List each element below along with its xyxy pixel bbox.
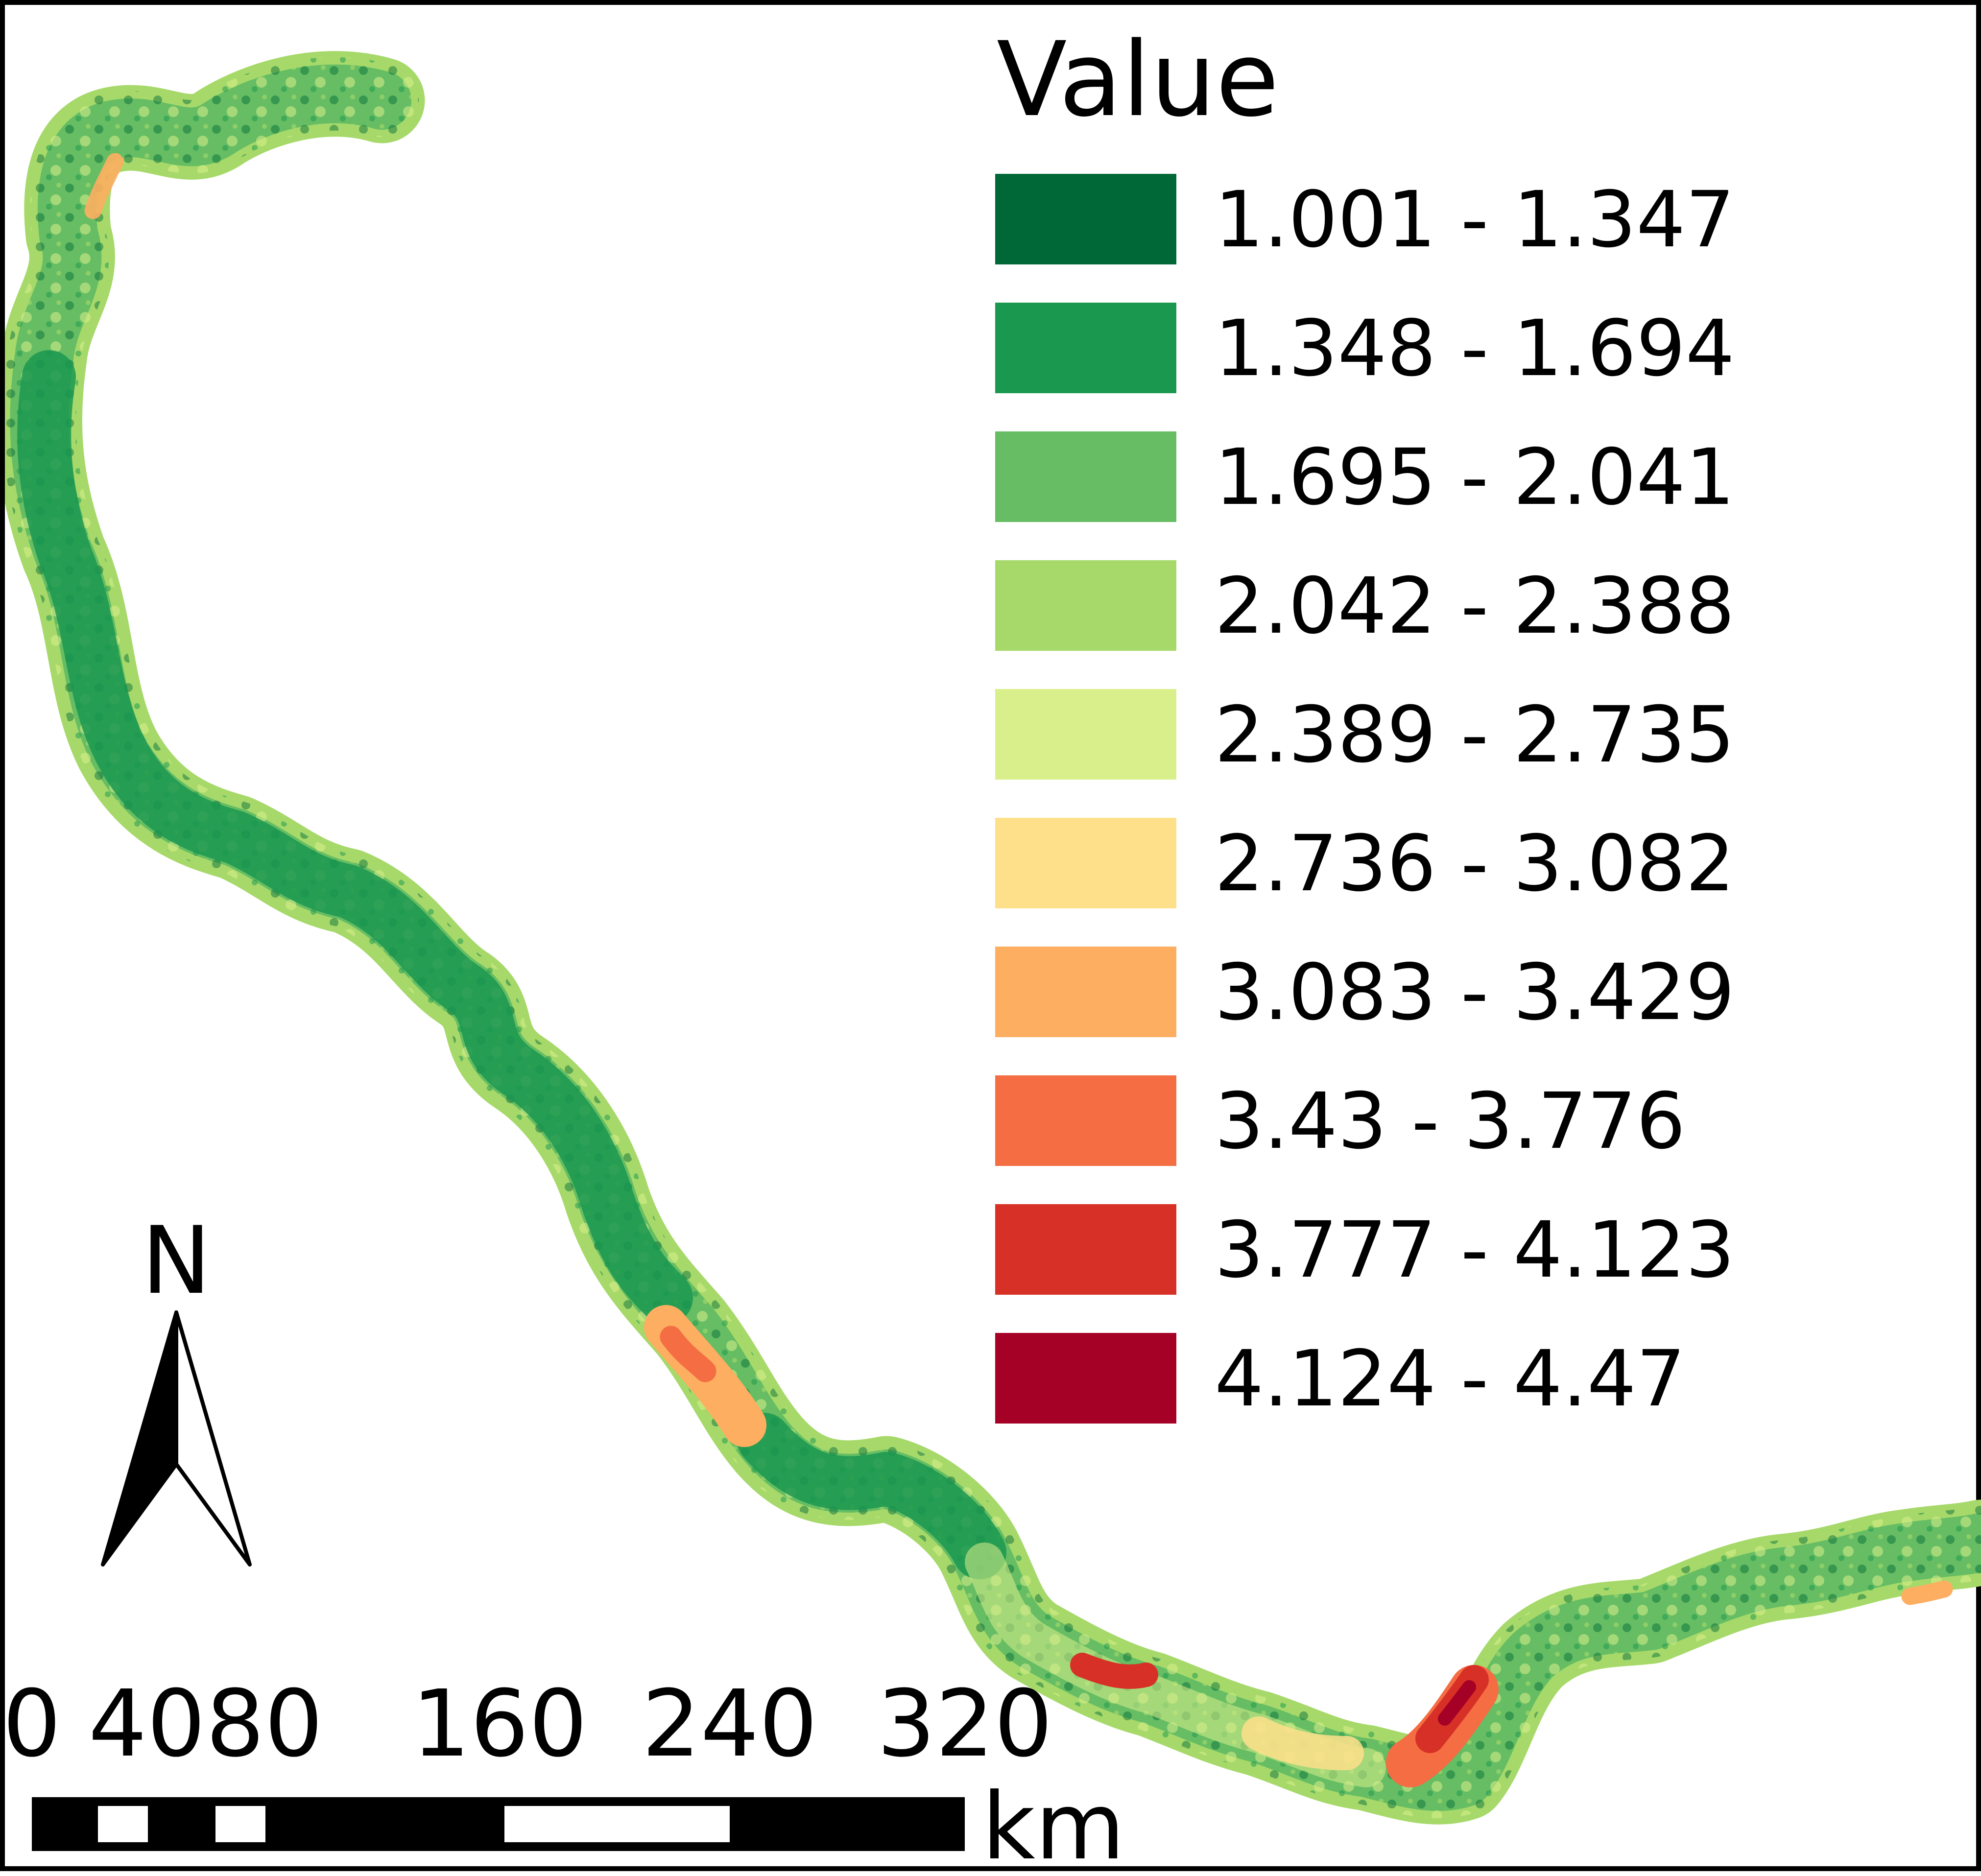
- scale-bar-segment-white-1: [98, 1806, 148, 1842]
- legend-label: 1.001 - 1.347: [1215, 175, 1735, 265]
- hotspot-yellow-2: [1241, 1716, 1364, 1770]
- legend-swatch: [995, 947, 1176, 1037]
- legend-label: 4.124 - 4.47: [1215, 1334, 1686, 1424]
- hotspot-red-2: [1070, 1653, 1158, 1689]
- scale-bar: 0 40 80 160 240 320 km: [5, 1670, 1125, 1876]
- scale-tick-label: 80: [206, 1670, 323, 1778]
- legend-label: 2.389 - 2.735: [1215, 690, 1735, 780]
- legend-swatch: [995, 818, 1176, 908]
- legend-rows: 1.001 - 1.347 1.348 - 1.694 1.695 - 2.041 2…: [995, 174, 1735, 1424]
- legend-swatch: [995, 560, 1176, 651]
- scale-unit: km: [982, 1773, 1125, 1876]
- legend-label: 3.083 - 3.429: [1215, 948, 1735, 1038]
- scale-tick-label: 0: [5, 1670, 61, 1778]
- scale-tick-labels: 0 40 80 160 240 320: [5, 1670, 1052, 1778]
- legend-swatch: [995, 1204, 1176, 1295]
- hotspot-orange-4: [1901, 1580, 1953, 1605]
- legend-swatch: [995, 689, 1176, 780]
- scale-bar-outline: [32, 1797, 965, 1851]
- river-dark-green-reach: [17, 350, 693, 1325]
- legend-label: 1.348 - 1.694: [1215, 304, 1735, 394]
- scale-tick-label: 160: [412, 1670, 588, 1778]
- legend-swatch: [995, 174, 1176, 264]
- hotspot-orange-upper: [84, 153, 124, 219]
- legend-title: Value: [997, 20, 1279, 140]
- legend-label: 3.43 - 3.776: [1215, 1076, 1686, 1166]
- river-corridor: [5, 51, 1981, 1825]
- legend-label: 2.736 - 3.082: [1215, 819, 1735, 909]
- scale-tick-label: 240: [642, 1670, 818, 1778]
- scale-tick-label: 40: [88, 1670, 205, 1778]
- north-arrow-left-half: [101, 1310, 178, 1567]
- legend-label: 1.695 - 2.041: [1215, 432, 1735, 522]
- legend-swatch: [995, 1333, 1176, 1424]
- legend-label: 2.042 - 2.388: [1215, 561, 1735, 651]
- legend-swatch: [995, 1075, 1176, 1166]
- map-canvas: Value 1.001 - 1.347 1.348 - 1.694 1.695 - …: [5, 20, 1981, 1876]
- legend-swatch: [995, 431, 1176, 522]
- legend: Value 1.001 - 1.347 1.348 - 1.694 1.695 - …: [995, 20, 1735, 1424]
- hotspot-darkred-3: [1438, 1680, 1476, 1726]
- legend-swatch: [995, 303, 1176, 393]
- north-arrow: N: [101, 1207, 252, 1567]
- hotspot-red-1: [660, 1326, 716, 1382]
- north-label: N: [142, 1207, 211, 1315]
- scale-bar-segment-white-3: [504, 1806, 730, 1842]
- scale-bar-segment-white-2: [215, 1806, 265, 1842]
- north-arrow-right-half: [174, 1310, 252, 1567]
- river-dark-green-reach-lower: [737, 1413, 1006, 1579]
- legend-label: 3.777 - 4.123: [1215, 1205, 1735, 1295]
- scale-tick-label: 320: [877, 1670, 1053, 1778]
